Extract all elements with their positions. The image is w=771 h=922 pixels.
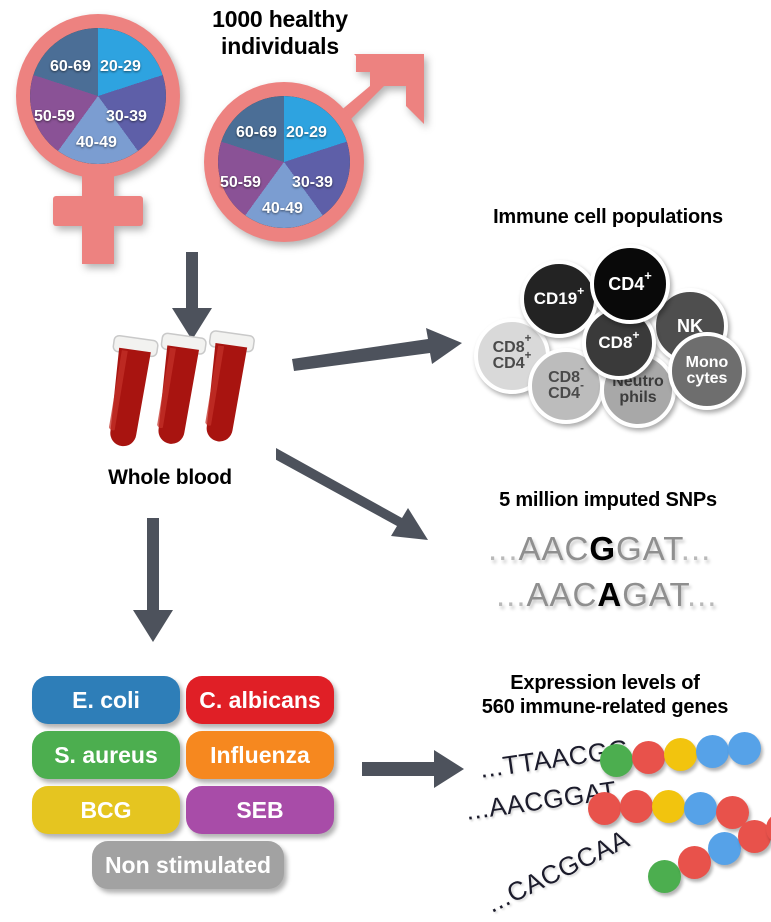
seq-prefix: ...	[488, 530, 519, 567]
male-symbol: 60-69 20-29 30-39 40-49 50-59	[200, 54, 425, 245]
rna-bead	[664, 738, 697, 771]
stimulus-non-stimulated[interactable]: Non stimulated	[92, 841, 284, 889]
seq-variant: A	[597, 576, 623, 613]
snps-title: 5 million imputed SNPs	[499, 489, 717, 511]
expression-title-line-1: Expression levels of	[510, 672, 700, 694]
page-title: 1000 healthy individuals	[168, 6, 392, 60]
immune-cell-cd4p: CD4+	[590, 244, 670, 324]
cell-line-1: CD8+	[598, 327, 640, 353]
arrow-blood-to-snps	[276, 448, 441, 543]
pie-slices	[218, 96, 350, 228]
stimulus-influenza[interactable]: Influenza	[186, 731, 334, 779]
arrow-blood-to-immune	[292, 326, 467, 376]
rna-bead	[652, 790, 685, 823]
cell-line-1: CD19+	[533, 283, 585, 309]
female-age-pie	[30, 28, 166, 164]
snp-sequences: ...AACGGAT... ...AACAGAT...	[488, 530, 768, 620]
seq-prefix: ...	[496, 576, 527, 613]
stimulus-label: C. albicans	[199, 686, 321, 713]
blood-tubes	[95, 330, 295, 460]
rna-bead	[678, 846, 711, 879]
age-label-60-69: 60-69	[236, 124, 277, 141]
female-symbol: 60-69 20-29 30-39 40-49 50-59	[8, 14, 198, 264]
tube-group	[109, 330, 255, 447]
whole-blood-label: Whole blood	[108, 466, 232, 489]
rna-bead	[632, 741, 665, 774]
immune-cell-cluster: CD8+ CD4+ CD19+ CD4+ NK CD8+ CD8- CD4-	[460, 240, 760, 428]
snp-sequence-row: ...AACAGAT...	[496, 576, 717, 614]
cell-line-1: CD8+	[492, 333, 532, 356]
seq-right: GAT	[616, 530, 681, 567]
rna-bead	[708, 832, 741, 865]
arrow-blood-to-stimuli	[130, 518, 180, 643]
stimuli-panel: E. coli C. albicans S. aureus Influenza …	[32, 676, 352, 896]
stimulus-e-coli[interactable]: E. coli	[32, 676, 180, 724]
age-label-20-29: 20-29	[286, 124, 327, 141]
pie-slices	[30, 28, 166, 164]
cell-line-2: CD4-	[548, 379, 584, 402]
age-label-60-69: 60-69	[50, 58, 91, 75]
rna-bead	[620, 790, 653, 823]
rna-bead	[600, 744, 633, 777]
rna-bead	[696, 735, 729, 768]
rna-bead	[728, 732, 761, 765]
stimulus-seb[interactable]: SEB	[186, 786, 334, 834]
age-label-50-59: 50-59	[34, 108, 75, 125]
expression-title-line-2: 560 immune-related genes	[481, 695, 729, 718]
stimulus-label: BCG	[80, 796, 132, 823]
stimulus-c-albicans[interactable]: C. albicans	[186, 676, 334, 724]
age-label-30-39: 30-39	[292, 174, 333, 191]
seq-suffix: ...	[680, 530, 712, 567]
rna-bead	[766, 812, 771, 845]
cell-line-1: Mono	[685, 353, 729, 371]
seq-right: GAT	[622, 576, 687, 613]
seq-left: AAC	[518, 530, 590, 567]
arrow-cohort-to-blood	[168, 252, 218, 342]
age-label-20-29: 20-29	[100, 58, 141, 75]
title-line-2: individuals	[221, 33, 339, 60]
seq-variant: G	[589, 530, 617, 567]
cell-line-2: CD4+	[492, 349, 532, 372]
stimulus-label: E. coli	[72, 686, 140, 713]
age-label-40-49: 40-49	[262, 200, 303, 217]
rna-sequence: ...CACGCAA	[481, 823, 634, 919]
stimulus-label: S. aureus	[54, 741, 158, 768]
immune-cell-monocytes: Mono cytes	[668, 332, 746, 410]
arrow-stimuli-to-expression	[362, 750, 467, 790]
stimulus-s-aureus[interactable]: S. aureus	[32, 731, 180, 779]
age-label-30-39: 30-39	[106, 108, 147, 125]
rna-bead	[648, 860, 681, 893]
title-line-1: 1000 healthy	[212, 6, 348, 32]
age-label-40-49: 40-49	[76, 134, 117, 151]
cell-line-2: cytes	[686, 370, 728, 387]
cell-line-1: CD8-	[548, 363, 584, 386]
expression-title: Expression levels of 560 immune-related …	[442, 672, 768, 719]
immune-cell-cd8n-cd4n: CD8- CD4-	[528, 348, 604, 424]
rna-bead	[588, 792, 621, 825]
seq-left: AAC	[526, 576, 598, 613]
age-label-50-59: 50-59	[220, 174, 261, 191]
cell-line-2: phils	[619, 389, 657, 406]
female-stem-horizontal	[53, 196, 143, 226]
stimulus-label: SEB	[236, 796, 284, 823]
seq-suffix: ...	[686, 576, 718, 613]
stimulus-label: Non stimulated	[104, 851, 272, 878]
immune-populations-title: Immune cell populations	[493, 206, 723, 228]
male-age-pie	[218, 96, 350, 228]
cell-line-1: NK	[677, 315, 703, 336]
stimulus-label: Influenza	[210, 741, 310, 768]
rna-bead	[684, 792, 717, 825]
rna-strands: ...TTAACGG ...AACGGAT ...CACGCAA	[464, 732, 771, 919]
immune-cell-cd19p: CD19+	[520, 260, 598, 338]
cell-line-1: CD4+	[608, 267, 652, 294]
snp-sequence-row: ...AACGGAT...	[488, 530, 711, 568]
rna-bead	[738, 820, 771, 853]
stimulus-bcg[interactable]: BCG	[32, 786, 180, 834]
